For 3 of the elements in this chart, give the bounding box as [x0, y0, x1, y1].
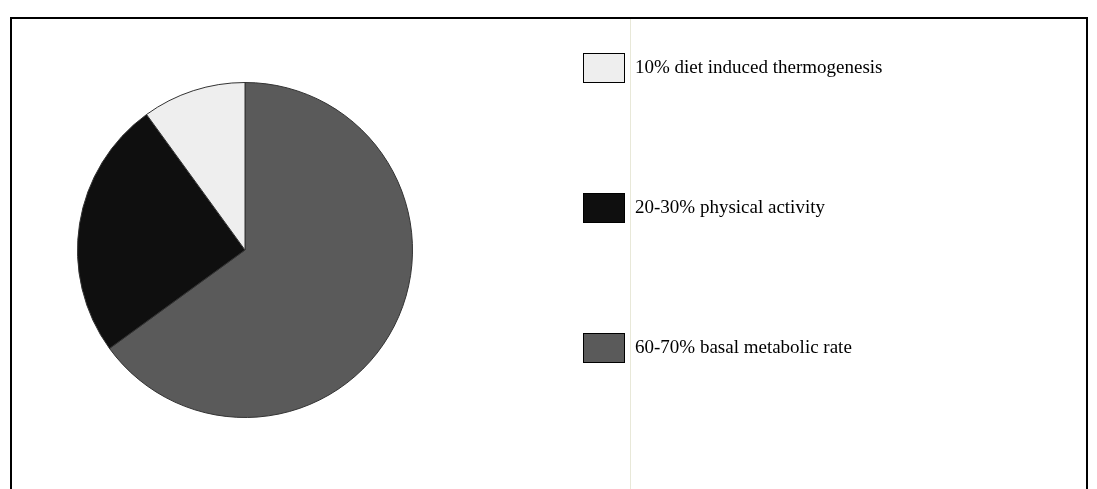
legend-label: 20-30% physical activity [635, 196, 825, 218]
legend-label: 10% diet induced thermogenesis [635, 56, 883, 78]
legend-label: 60-70% basal metabolic rate [635, 336, 852, 358]
